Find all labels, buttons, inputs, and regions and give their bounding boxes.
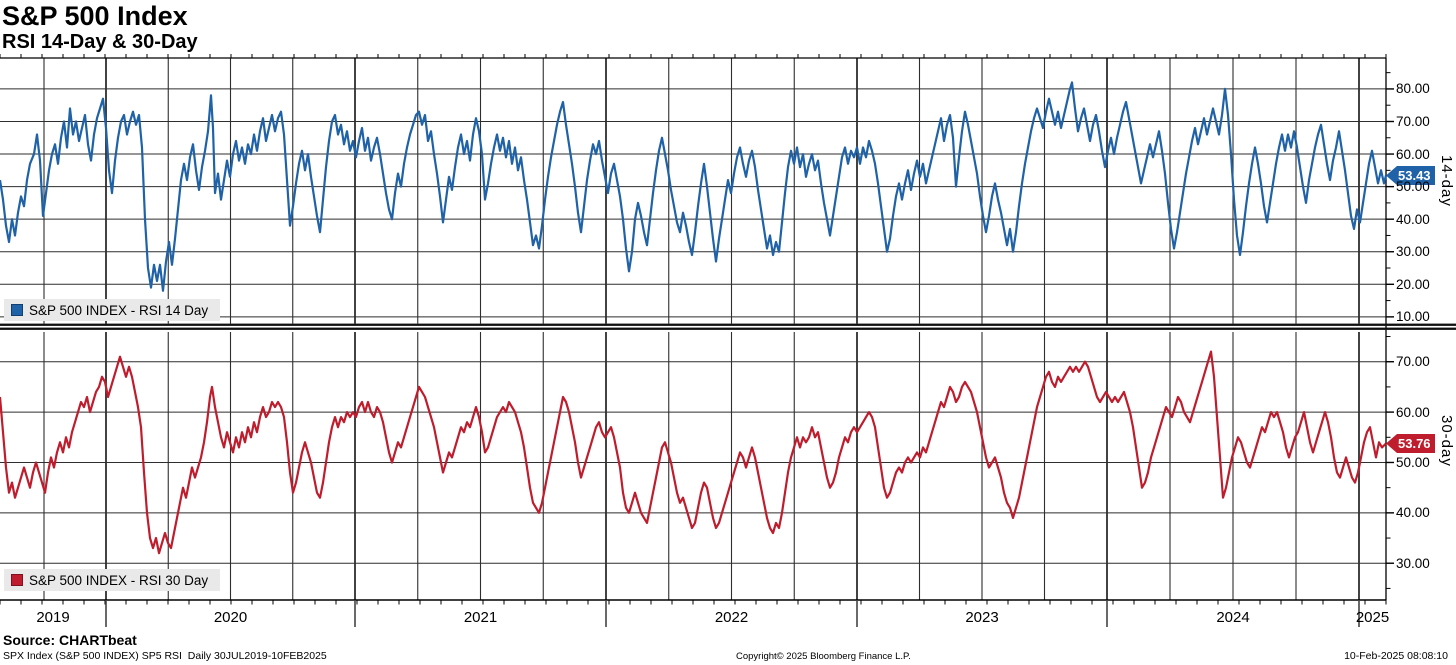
y-tick-label: 30.00 [1396, 555, 1430, 571]
y-tick-label: 20.00 [1396, 276, 1430, 292]
x-tick-label-year: 2020 [213, 609, 248, 626]
page-subtitle: RSI 14-Day & 30-Day [2, 31, 198, 53]
x-tick-label-year: 2024 [1216, 609, 1250, 626]
y-tick-label: 50.00 [1396, 179, 1430, 195]
x-tick-label-year: 2022 [714, 609, 749, 626]
right-axis-label-14day: 14-day [1438, 155, 1455, 207]
legend-swatch-rsi30-icon [11, 574, 23, 586]
legend-rsi14[interactable]: S&P 500 INDEX - RSI 14 Day [4, 299, 221, 321]
x-tick-label-year: 2019 [36, 609, 70, 626]
timestamp: 10-Feb-2025 08:08:10 [1344, 650, 1448, 662]
source-label: Source: CHARTbeat [3, 632, 137, 648]
y-tick-label: 40.00 [1396, 505, 1430, 521]
right-axis-label-30day: 30-day [1438, 415, 1455, 467]
security-description: SPX Index (S&P 500 INDEX) SP5 RSI Daily … [3, 650, 327, 662]
y-tick-label: 70.00 [1396, 113, 1430, 129]
x-tick-label-year: 2025 [1355, 609, 1390, 626]
copyright-notice: Copyright© 2025 Bloomberg Finance L.P. [736, 651, 911, 662]
series-line-rsi14 [0, 81, 1388, 292]
legend-label-rsi14: S&P 500 INDEX - RSI 14 Day [29, 302, 209, 318]
series-line-rsi30 [0, 350, 1387, 555]
y-tick-label: 10.00 [1396, 309, 1430, 325]
y-tick-label: 70.00 [1396, 354, 1430, 370]
y-tick-label: 60.00 [1396, 146, 1430, 162]
y-tick-label: 30.00 [1396, 244, 1430, 260]
last-value-tag-rsi30[interactable]: 53.76 [1386, 434, 1435, 454]
legend-rsi30[interactable]: S&P 500 INDEX - RSI 30 Day [4, 569, 221, 591]
x-tick-label-year: 2021 [463, 609, 498, 626]
last-value-tag-rsi14[interactable]: 53.43 [1386, 165, 1435, 185]
y-tick-label: 60.00 [1396, 404, 1430, 420]
y-tick-label: 50.00 [1396, 454, 1430, 470]
y-tick-label: 40.00 [1396, 211, 1430, 227]
legend-swatch-rsi14-icon [11, 304, 23, 316]
y-tick-label: 80.00 [1396, 81, 1430, 97]
x-tick-label-year: 2023 [965, 609, 999, 626]
page-title: S&P 500 Index [2, 1, 188, 31]
legend-label-rsi30: S&P 500 INDEX - RSI 30 Day [29, 572, 209, 588]
